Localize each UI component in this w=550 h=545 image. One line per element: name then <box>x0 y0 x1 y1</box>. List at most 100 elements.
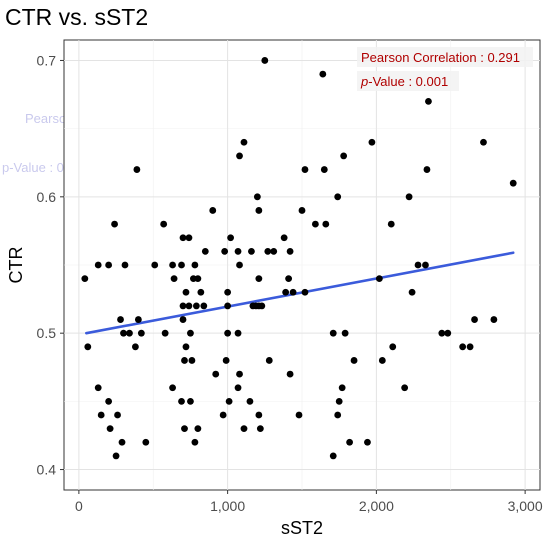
data-point <box>169 261 176 269</box>
data-point <box>185 234 193 242</box>
data-point <box>255 302 263 310</box>
data-point <box>422 261 429 269</box>
data-point <box>295 411 303 419</box>
data-point <box>346 438 353 446</box>
data-point <box>248 247 255 255</box>
data-point <box>249 302 257 310</box>
data-point <box>444 329 452 337</box>
data-point <box>227 234 235 242</box>
data-point <box>334 411 342 419</box>
data-point <box>408 288 416 296</box>
data-point <box>106 425 114 433</box>
data-point <box>246 397 254 405</box>
data-point <box>182 288 190 296</box>
chart-title: CTR vs. sST2 <box>5 4 148 30</box>
data-point <box>319 70 327 78</box>
data-point <box>255 411 263 419</box>
data-point <box>194 425 202 433</box>
data-point <box>212 370 220 378</box>
data-point <box>187 397 194 405</box>
data-point <box>132 343 139 351</box>
pvalue-label-box <box>357 71 459 91</box>
data-point <box>197 288 205 296</box>
y-axis-title: CTR <box>6 247 26 284</box>
data-point <box>329 329 337 337</box>
data-point <box>224 329 232 337</box>
data-point <box>329 452 337 460</box>
x-tick-label: 1,000 <box>210 498 245 514</box>
pearson-label-box <box>357 47 533 67</box>
data-point <box>181 425 188 433</box>
data-point <box>178 397 185 405</box>
data-point <box>286 370 294 378</box>
data-point <box>378 357 386 364</box>
data-point <box>105 261 113 269</box>
data-point <box>234 384 242 392</box>
data-point <box>185 302 193 310</box>
data-point <box>224 302 232 310</box>
data-point <box>335 397 343 405</box>
data-point <box>84 343 92 351</box>
data-point <box>225 397 233 405</box>
data-point <box>341 329 349 337</box>
data-point <box>188 357 196 364</box>
data-point <box>114 411 121 419</box>
data-point <box>423 166 431 173</box>
data-point <box>133 166 141 173</box>
data-point <box>334 193 342 201</box>
data-point <box>200 302 208 310</box>
trend-line <box>85 251 515 335</box>
data-point <box>117 316 124 323</box>
data-point <box>261 57 269 64</box>
data-point <box>364 438 371 446</box>
data-point <box>170 275 178 283</box>
pvalue-prefix: p <box>360 74 368 89</box>
data-point <box>194 275 202 283</box>
y-tick-label: 0.7 <box>37 52 57 68</box>
data-point <box>311 220 319 228</box>
data-point <box>151 261 159 269</box>
data-point <box>236 152 243 160</box>
data-point <box>118 438 126 446</box>
data-point <box>234 247 242 255</box>
data-point <box>298 207 306 214</box>
data-point <box>224 288 232 296</box>
data-point <box>301 288 309 296</box>
data-point <box>286 247 294 255</box>
trend-line-layer <box>85 251 515 335</box>
y-tick-label: 0.6 <box>37 189 57 205</box>
data-point <box>338 384 346 392</box>
data-point <box>120 329 127 337</box>
data-point <box>289 288 297 296</box>
data-point <box>179 316 187 323</box>
data-point <box>471 316 478 323</box>
data-point <box>264 247 272 255</box>
data-point <box>94 261 102 269</box>
data-point <box>340 152 348 160</box>
points-layer <box>81 57 517 460</box>
data-point <box>375 275 383 283</box>
y-tick-label: 0.5 <box>37 325 57 341</box>
stats-annotations: Pearson Correlation : 0.291 p-Value : 0.… <box>357 47 533 91</box>
data-point <box>320 166 328 173</box>
x-tick-label: 2,000 <box>359 498 394 514</box>
data-point <box>255 275 263 283</box>
data-point <box>265 357 273 364</box>
y-tick-label: 0.4 <box>37 462 57 478</box>
data-point <box>222 357 230 364</box>
data-point <box>236 370 243 378</box>
data-point <box>414 261 422 269</box>
data-point <box>178 261 185 269</box>
data-point <box>137 329 145 337</box>
data-point <box>219 411 227 419</box>
data-point <box>256 425 264 433</box>
x-tick-label: 3,000 <box>508 498 543 514</box>
data-point <box>191 261 199 269</box>
data-point <box>181 357 188 364</box>
data-point <box>236 261 243 269</box>
data-point <box>161 329 169 337</box>
data-point <box>282 288 290 296</box>
data-point <box>234 329 242 337</box>
data-point <box>387 220 395 228</box>
data-point <box>192 302 200 310</box>
